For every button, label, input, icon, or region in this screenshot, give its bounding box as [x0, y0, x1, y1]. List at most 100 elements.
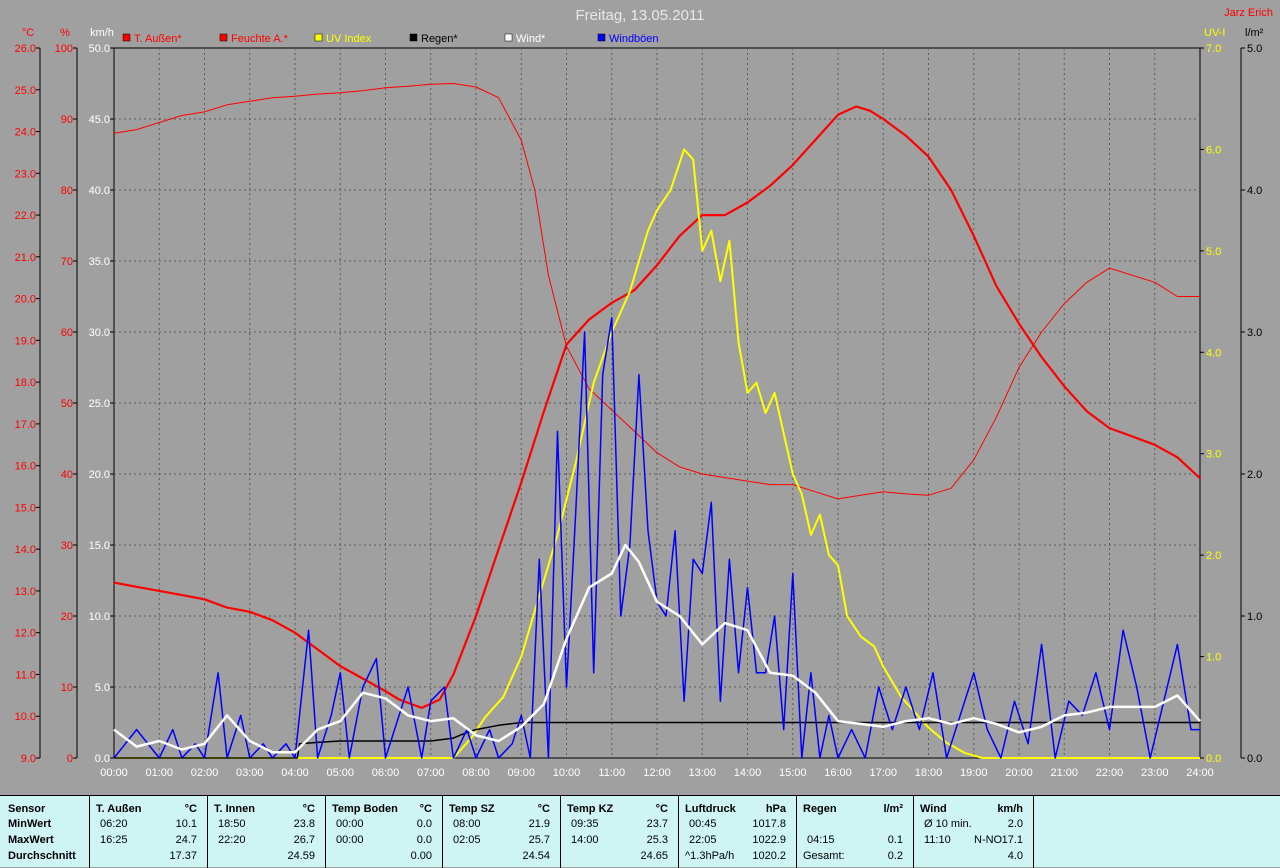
x-tick-label: 01:00	[145, 767, 173, 779]
temperature-tick-label: 13.0	[15, 586, 36, 598]
row-label-column: Sensor MinWert MaxWert Durchschnitt	[0, 796, 90, 868]
legend-swatch	[409, 33, 418, 42]
avg-value: 24.65	[640, 850, 668, 862]
x-tick-label: 18:00	[915, 767, 943, 779]
section-title: Luftdruck	[685, 803, 736, 815]
avg-value: 4.0	[1007, 850, 1023, 862]
min-time: Ø 10 min.	[924, 818, 972, 830]
temperature-tick-label: 24.0	[15, 127, 36, 139]
temperature-tick-label: 15.0	[15, 502, 36, 514]
max-value: 26.7	[293, 834, 315, 846]
min-label: MinWert	[8, 818, 52, 830]
rain-tick-label: 0.0	[1247, 753, 1262, 765]
temperature-tick-label: 22.0	[15, 210, 36, 222]
wind-tick-label: 50.0	[89, 43, 110, 55]
chart-legend: T. Außen* Feuchte A.* UV Index Regen* Wind* W…	[122, 33, 659, 45]
x-tick-label: 10:00	[553, 767, 581, 779]
x-tick-label: 24:00	[1186, 767, 1214, 779]
wind-tick-label: 0.0	[95, 753, 110, 765]
wind-tick-label: 15.0	[89, 540, 110, 552]
x-tick-label: 06:00	[372, 767, 400, 779]
wind-tick-label: 30.0	[89, 327, 110, 339]
rain-tick-label: 3.0	[1247, 327, 1262, 339]
legend-swatch	[504, 33, 513, 42]
min-value: 10.1	[175, 818, 197, 830]
uv-tick-label: 4.0	[1206, 347, 1221, 359]
temperature-tick-label: 26.0	[15, 43, 36, 55]
temperature-tick-label: 11.0	[15, 669, 36, 681]
rain-tick-label: 1.0	[1247, 611, 1262, 623]
uv-tick-label: 5.0	[1206, 246, 1221, 258]
chart-title: Freitag, 13.05.2011	[576, 7, 705, 24]
temperature-tick-label: 17.0	[15, 419, 36, 431]
section-unit: km/h	[997, 803, 1023, 815]
wind-tick-label: 5.0	[95, 682, 110, 694]
wind-tick-label: 35.0	[89, 256, 110, 268]
min-value: 23.7	[646, 818, 668, 830]
uv-tick-label: 2.0	[1206, 550, 1221, 562]
avg-value: 24.54	[522, 850, 550, 862]
section-title: Wind	[920, 803, 947, 815]
x-tick-label: 04:00	[281, 767, 309, 779]
series-line	[114, 721, 1200, 759]
legend-swatch	[122, 33, 131, 42]
temperature-unit-label: °C	[22, 27, 34, 39]
x-tick-label: 13:00	[688, 767, 716, 779]
humidity-tick-label: 0	[67, 753, 73, 765]
max-value: 24.7	[175, 834, 197, 846]
humidity-tick-label: 40	[61, 469, 73, 481]
x-tick-label: 23:00	[1141, 767, 1169, 779]
temperature-tick-label: 23.0	[15, 168, 36, 180]
temperature-tick-label: 18.0	[15, 377, 36, 389]
max-time: 02:05	[453, 834, 481, 846]
x-tick-label: 16:00	[824, 767, 852, 779]
max-time: 14:00	[571, 834, 599, 846]
legend-label: Feuchte A.*	[231, 33, 289, 45]
x-tick-label: 20:00	[1005, 767, 1033, 779]
max-value: 25.7	[528, 834, 550, 846]
section-unit: °C	[184, 803, 197, 815]
min-time: 08:00	[453, 818, 481, 830]
section-unit: l/m²	[883, 803, 903, 815]
humidity-tick-label: 90	[61, 114, 73, 126]
wind-tick-label: 45.0	[89, 114, 110, 126]
section-wind: Wind km/h Ø 10 min. 2.0 11:10 N-NO 17.1 4.0	[914, 796, 1034, 868]
wind-tick-label: 40.0	[89, 185, 110, 197]
uv-unit-label: UV-I	[1204, 27, 1225, 39]
legend-swatch	[314, 33, 323, 42]
x-tick-label: 09:00	[507, 767, 535, 779]
max-time: 16:25	[100, 834, 128, 846]
legend-label: Regen*	[421, 33, 458, 45]
temperature-tick-label: 14.0	[15, 544, 36, 556]
author-label: Jarz Erich	[1224, 7, 1273, 19]
avg-value: 1020.2	[752, 850, 786, 862]
section-title: Temp Boden	[332, 803, 398, 815]
avg-value: 0.2	[887, 850, 903, 862]
uv-tick-label: 0.0	[1206, 753, 1221, 765]
section-temp-kz: Temp KZ °C 09:35 23.7 14:00 25.3 24.65	[561, 796, 679, 868]
max-direction: N-NO	[974, 834, 1003, 846]
series-line	[113, 105, 1201, 710]
x-tick-label: 14:00	[734, 767, 762, 779]
uv-tick-label: 3.0	[1206, 449, 1221, 461]
temperature-tick-label: 12.0	[15, 628, 36, 640]
uv-tick-label: 6.0	[1206, 144, 1221, 156]
section-t-innen: T. Innen °C 18:50 23.8 22:20 26.7 24.59	[208, 796, 326, 868]
humidity-tick-label: 20	[61, 611, 73, 623]
uv-tick-label: 7.0	[1206, 43, 1221, 55]
x-tick-label: 12:00	[643, 767, 671, 779]
x-tick-label: 00:00	[100, 767, 128, 779]
legend-label: T. Außen*	[134, 33, 182, 45]
x-tick-label: 03:00	[236, 767, 264, 779]
section-unit: °C	[655, 803, 668, 815]
min-value: 0.0	[416, 818, 432, 830]
section-temp-sz: Temp SZ °C 08:00 21.9 02:05 25.7 24.54	[443, 796, 561, 868]
min-value: 23.8	[293, 818, 315, 830]
rain-tick-label: 4.0	[1247, 185, 1262, 197]
section-title: Temp KZ	[567, 803, 614, 815]
min-time: 00:00	[336, 818, 364, 830]
wind-tick-label: 25.0	[89, 398, 110, 410]
temperature-tick-label: 10.0	[15, 711, 36, 723]
x-tick-label: 08:00	[462, 767, 490, 779]
wind-tick-label: 20.0	[89, 469, 110, 481]
